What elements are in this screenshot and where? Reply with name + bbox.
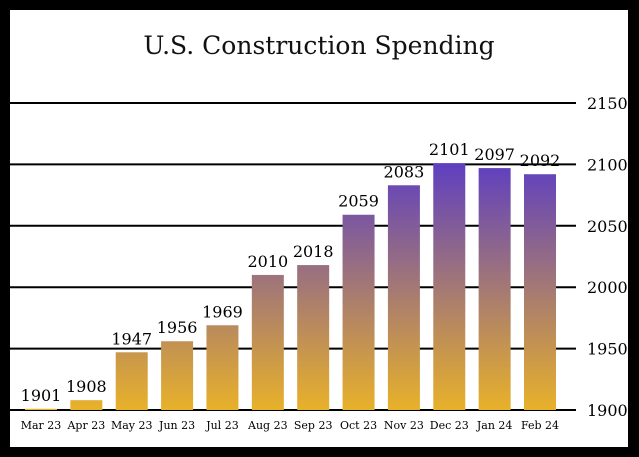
data-label: 1956 <box>157 318 198 337</box>
x-category-label: Feb 24 <box>521 419 559 432</box>
bar <box>115 352 148 410</box>
data-label: 2083 <box>384 162 425 181</box>
bar <box>297 265 330 410</box>
y-tick-label: 1900 <box>587 401 628 420</box>
bar <box>70 400 103 410</box>
x-category-label: Nov 23 <box>384 419 424 432</box>
x-category-label: Mar 23 <box>21 419 62 432</box>
data-label: 2059 <box>338 192 379 211</box>
data-label: 1969 <box>202 302 243 321</box>
y-tick-label: 1950 <box>587 340 628 359</box>
chart-title: U.S. Construction Spending <box>143 31 494 60</box>
x-category-label: Sep 23 <box>294 419 333 432</box>
bar <box>161 341 194 410</box>
y-tick-label: 2100 <box>587 155 628 174</box>
data-label: 2097 <box>474 145 515 164</box>
data-label: 2092 <box>520 151 561 170</box>
bar <box>387 185 420 410</box>
data-label: 2101 <box>429 140 470 159</box>
x-category-label: Aug 23 <box>247 419 288 432</box>
x-category-label: Oct 23 <box>340 419 377 432</box>
y-tick-label: 2050 <box>587 217 628 236</box>
y-tick-label: 2150 <box>587 94 628 113</box>
data-label: 1901 <box>21 386 62 405</box>
x-category-label: Jan 24 <box>476 419 513 432</box>
data-label: 1908 <box>66 377 107 396</box>
bars <box>25 163 556 410</box>
y-axis-ticks: 1900 1950 2000 2050 2100 2150 <box>587 94 628 420</box>
y-tick-label: 2000 <box>587 278 628 297</box>
bar <box>206 325 239 410</box>
x-axis-categories: Mar 23 Apr 23 May 23 Jun 23 Jul 23 Aug 23 Sep … <box>21 419 559 432</box>
x-category-label: Jun 23 <box>158 419 195 432</box>
data-label: 2010 <box>247 252 288 271</box>
x-category-label: Apr 23 <box>66 419 105 432</box>
x-category-label: May 23 <box>111 419 153 432</box>
x-category-label: Jul 23 <box>205 419 239 432</box>
bar-chart: U.S. Construction Spending 1901 190819471… <box>10 31 628 432</box>
bar <box>25 408 57 410</box>
data-label: 2018 <box>293 242 334 261</box>
bar <box>433 163 466 410</box>
bar <box>251 274 284 410</box>
bar <box>478 168 511 410</box>
chart-frame: U.S. Construction Spending 1901 1908 1947 1… <box>10 10 628 447</box>
x-category-label: Dec 23 <box>430 419 469 432</box>
bar <box>342 214 375 410</box>
bar <box>524 174 556 410</box>
data-label: 1947 <box>111 329 152 348</box>
